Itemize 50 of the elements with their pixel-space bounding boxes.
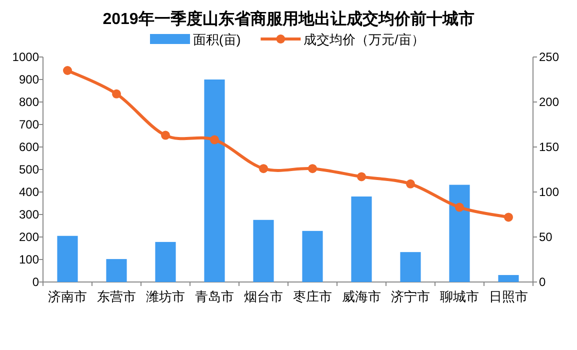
y-tick-label: 900	[18, 72, 40, 86]
point	[63, 66, 72, 75]
bar	[498, 275, 519, 282]
y-tick-label: 700	[18, 118, 40, 132]
y2-tick-label: 200	[539, 95, 560, 109]
point	[259, 164, 268, 174]
x-tick-label: 济南市	[48, 289, 87, 304]
y2-tick-label: 150	[539, 140, 560, 154]
x-tick-label: 潍坊市	[146, 289, 185, 304]
y2-tick-label: 250	[539, 50, 560, 64]
x-tick-label: 日照市	[489, 289, 528, 304]
bar	[351, 196, 372, 282]
point	[357, 172, 366, 182]
bar	[106, 259, 127, 282]
point	[455, 202, 464, 212]
y2-tick-label: 100	[539, 185, 560, 199]
x-tick-label: 东营市	[97, 289, 136, 304]
y2-tick-label: 0	[539, 275, 546, 289]
bar	[57, 236, 78, 282]
bar	[400, 252, 421, 282]
x-tick-label: 烟台市	[244, 289, 283, 304]
bar	[155, 242, 176, 282]
bar	[302, 230, 323, 282]
legend-label: 面积(亩)	[193, 32, 241, 47]
point	[112, 89, 121, 98]
y2-tick-label: 50	[539, 230, 553, 244]
x-tick-label: 济宁市	[391, 289, 430, 304]
y-tick-label: 300	[18, 208, 40, 222]
x-tick-label: 青岛市	[195, 289, 234, 304]
x-tick-label: 威海市	[342, 289, 381, 304]
x-tick-label: 聊城市	[440, 289, 479, 304]
y-tick-label: 200	[18, 230, 40, 244]
legend-label: 成交均价（万元/亩）	[304, 32, 424, 47]
point	[504, 212, 513, 222]
point	[161, 130, 170, 140]
y-tick-label: 400	[18, 185, 40, 199]
y-tick-label: 0	[32, 275, 40, 289]
point	[210, 135, 219, 144]
y-tick-label: 500	[18, 162, 40, 176]
chart-title: 2019年一季度山东省商服用地出让成交均价前十城市	[102, 9, 474, 28]
y-tick-label: 1000	[12, 50, 40, 64]
point	[308, 164, 317, 174]
y-tick-label: 600	[18, 140, 40, 154]
x-tick-label: 枣庄市	[293, 289, 332, 304]
point	[406, 179, 415, 188]
y-tick-label: 100	[18, 252, 40, 266]
bar	[449, 184, 470, 282]
bar	[204, 80, 225, 282]
bar	[253, 220, 274, 282]
y-tick-label: 800	[18, 95, 40, 109]
